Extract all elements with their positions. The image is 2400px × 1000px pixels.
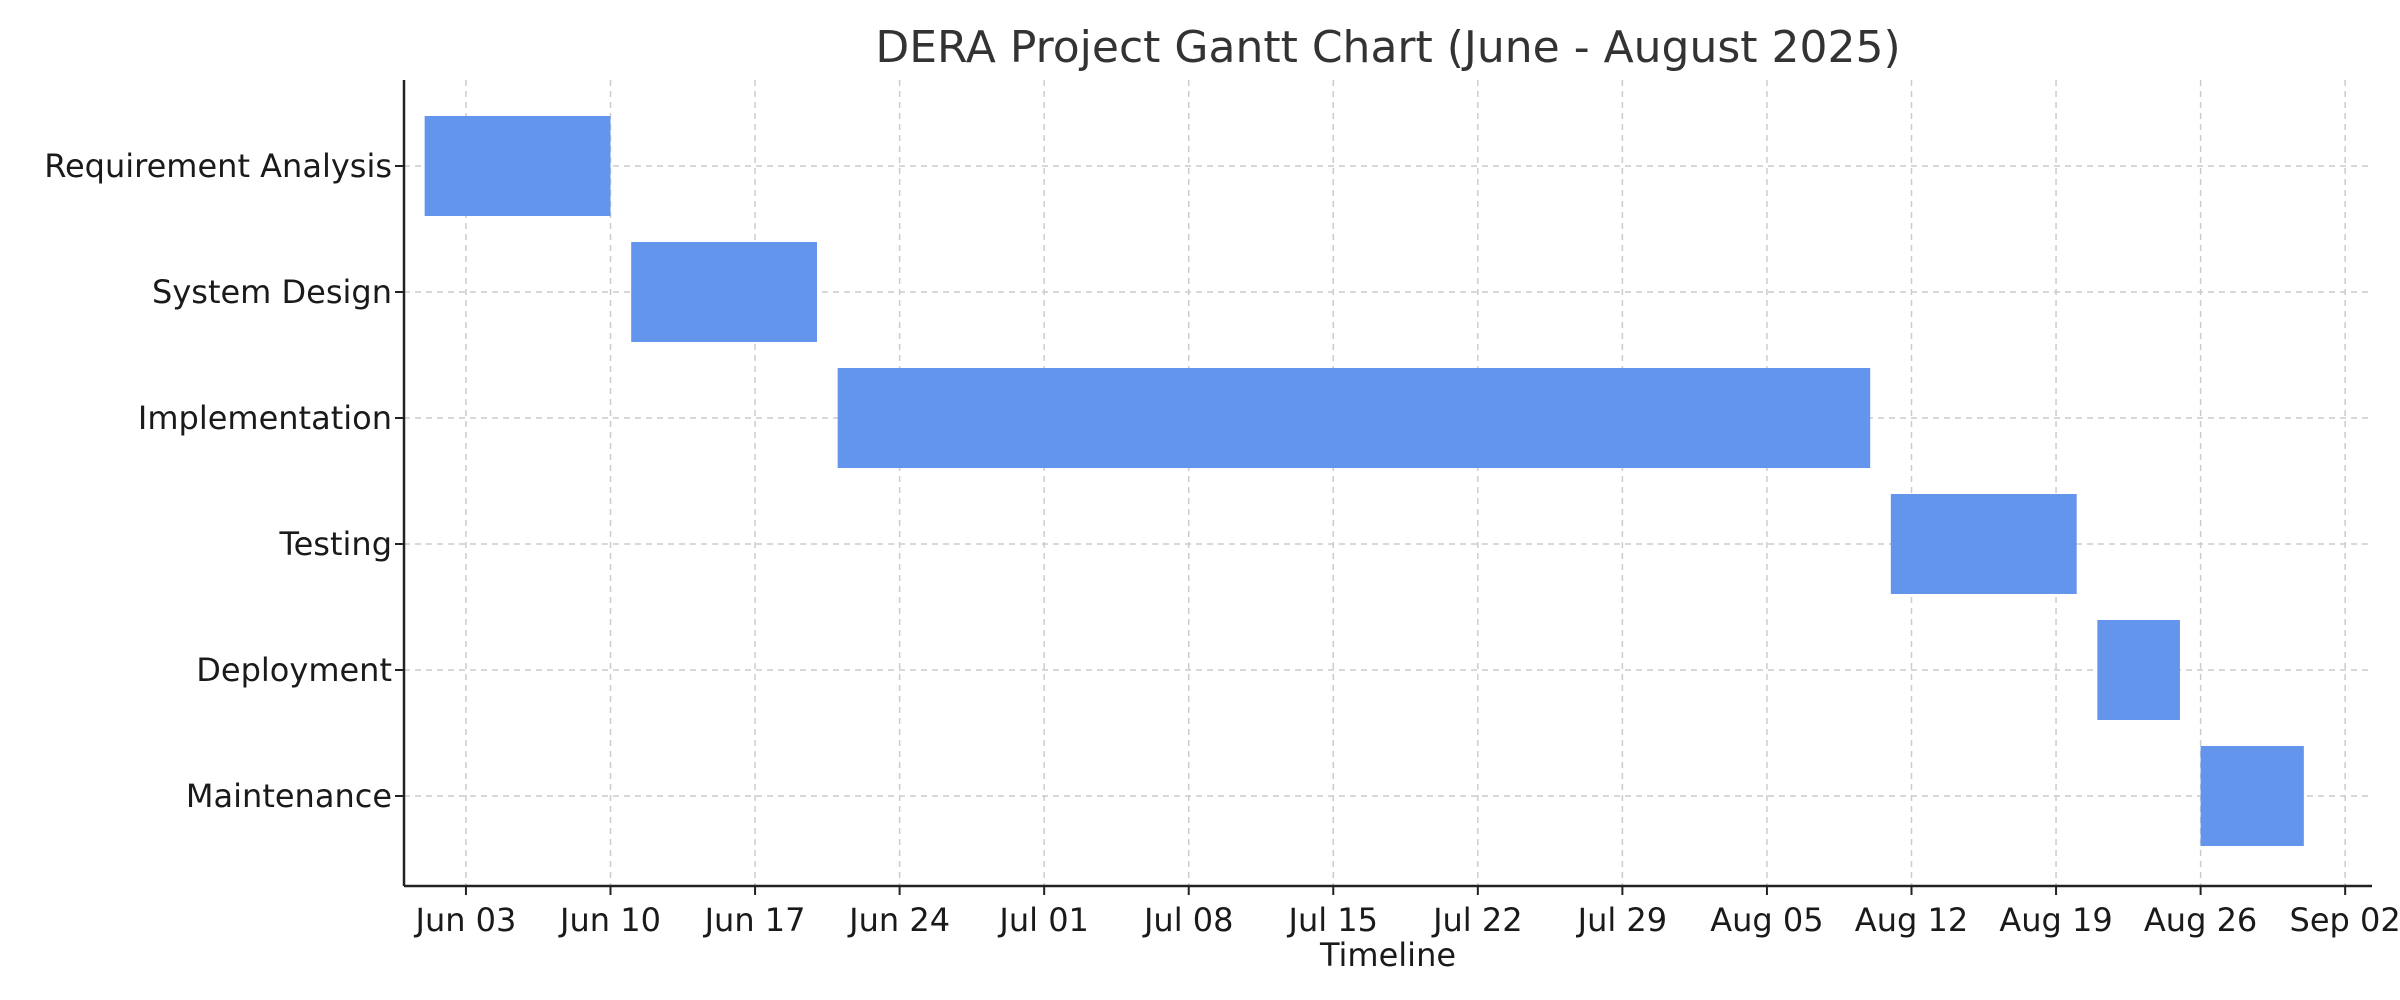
task-label: Requirement Analysis [44,147,392,185]
x-tick-label: Aug 26 [2144,901,2257,939]
y-tick-labels: Requirement Analysis System Design Impleme… [44,147,404,815]
task-label: Implementation [138,399,392,437]
x-tick-label: Aug 05 [1710,901,1823,939]
task-bar [1890,494,2077,594]
task-bar [2200,746,2304,846]
task-label: Testing [279,525,393,563]
bars-layer [424,116,2304,846]
task-label: System Design [152,273,392,311]
task-bar [2097,620,2180,720]
task-bar [424,116,611,216]
x-tick-label: Jul 29 [1576,901,1668,939]
task-label: Maintenance [186,777,392,815]
x-tick-label: Jun 03 [414,901,517,939]
axis-layer [402,80,2372,888]
x-tick-label: Jul 08 [1142,901,1234,939]
grid-layer [404,80,2372,886]
x-tick-label: Sep 02 [2290,901,2400,939]
x-tick-label: Jun 24 [847,901,950,939]
x-tick-label: Aug 12 [1855,901,1968,939]
x-tick-label: Aug 19 [1999,901,2112,939]
x-tick-labels: Jun 03 Jun 10 Jun 17 Jun 24 Jul 01 Jul 08 Jul … [414,886,2400,939]
task-label: Deployment [196,651,392,689]
x-tick-label: Jul 01 [997,901,1089,939]
x-tick-label: Jul 22 [1431,901,1523,939]
x-tick-label: Jun 17 [703,901,806,939]
chart-title: DERA Project Gantt Chart (June - August … [875,22,1900,73]
x-tick-label: Jul 15 [1287,901,1379,939]
task-bar [837,368,1871,468]
x-axis-label: Timeline [1319,936,1456,974]
x-tick-label: Jun 10 [558,901,661,939]
task-bar [631,242,818,342]
